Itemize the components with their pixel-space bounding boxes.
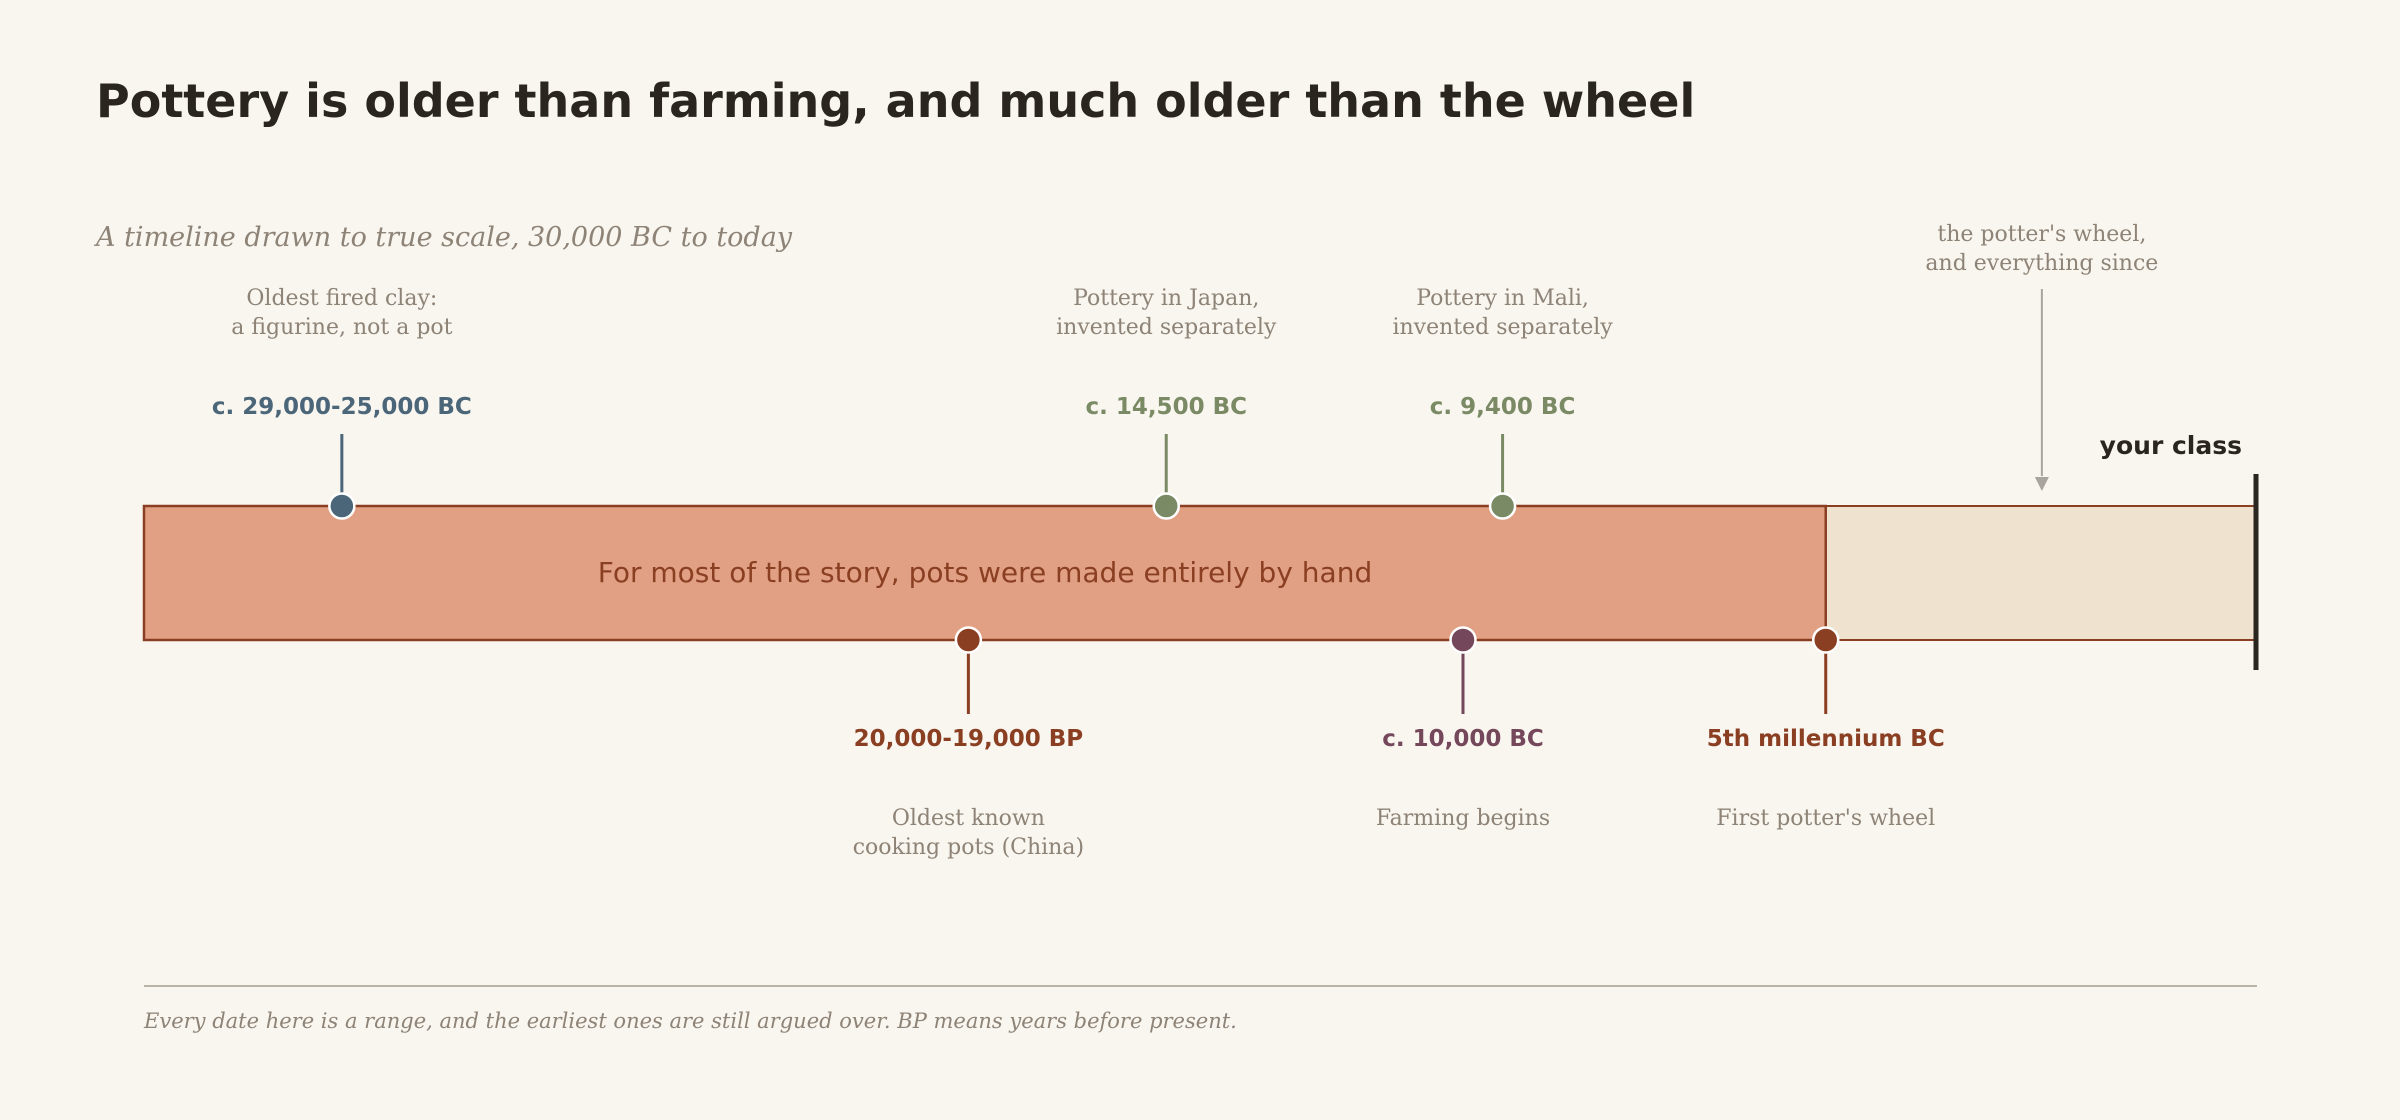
- event-description-line: Oldest fired clay:: [246, 286, 437, 311]
- event-description-line: Farming begins: [1376, 806, 1550, 831]
- handmade-era-band: [142, 504, 1827, 642]
- event-description-line: cooking pots (China): [853, 835, 1084, 860]
- event-date: c. 9,400 BC: [1430, 394, 1576, 420]
- timeline-event-china: 20,000-19,000 BP Oldest known cooking pots…: [853, 626, 1084, 860]
- timeline-event-mali: c. 9,400 BC Pottery in Mali, invented sepa…: [1392, 286, 1613, 520]
- present-day-label: your class: [2100, 431, 2242, 460]
- wheel-callout-line: and everything since: [1925, 251, 2158, 276]
- timeline-event-figurine: c. 29,000-25,000 BC Oldest fired clay: a f…: [212, 286, 472, 520]
- wheel-era-callout: the potter's wheel, and everything since: [1925, 222, 2158, 276]
- footnote: Every date here is a range, and the earl…: [144, 1009, 1237, 1033]
- event-date: 5th millennium BC: [1707, 726, 1945, 752]
- event-description-line: invented separately: [1056, 315, 1277, 340]
- event-description-line: First potter's wheel: [1716, 806, 1935, 831]
- event-description: First potter's wheel: [1716, 806, 1935, 831]
- event-marker: [1152, 492, 1180, 520]
- event-description: Farming begins: [1376, 806, 1550, 831]
- event-marker: [1811, 626, 1840, 654]
- event-description: Oldest fired clay: a figurine, not a pot: [231, 286, 452, 340]
- timeline-events: c. 29,000-25,000 BC Oldest fired clay: a f…: [212, 286, 1945, 860]
- event-description-line: a figurine, not a pot: [231, 315, 452, 340]
- timeline-event-farming: c. 10,000 BC Farming begins: [1376, 626, 1550, 831]
- timeline-event-japan: c. 14,500 BC Pottery in Japan, invented se…: [1056, 286, 1277, 520]
- handmade-era-label: For most of the story, pots were made en…: [598, 556, 1372, 589]
- wheel-era-callout-arrowhead: [2034, 477, 2049, 491]
- event-description-line: Pottery in Japan,: [1073, 286, 1259, 311]
- event-date: c. 14,500 BC: [1085, 394, 1247, 420]
- event-description-line: Oldest known: [892, 806, 1045, 831]
- event-description-line: invented separately: [1392, 315, 1613, 340]
- event-marker: [954, 626, 983, 654]
- wheel-callout-line: the potter's wheel,: [1937, 222, 2146, 247]
- page-subtitle: A timeline drawn to true scale, 30,000 B…: [96, 222, 793, 253]
- footer-divider: [144, 985, 2257, 987]
- timeline-event-wheel: 5th millennium BC First potter's wheel: [1707, 626, 1945, 831]
- event-date: 20,000-19,000 BP: [854, 726, 1083, 752]
- event-marker: [1488, 492, 1517, 520]
- event-marker: [1449, 626, 1477, 654]
- event-date: c. 10,000 BC: [1382, 726, 1544, 752]
- event-description: Oldest known cooking pots (China): [853, 806, 1084, 860]
- event-date: c. 29,000-25,000 BC: [212, 394, 472, 420]
- event-marker: [328, 492, 356, 520]
- wheel-era-band: [1825, 506, 2256, 640]
- event-description: Pottery in Mali, invented separately: [1392, 286, 1613, 340]
- event-description-line: Pottery in Mali,: [1416, 286, 1589, 311]
- event-description: Pottery in Japan, invented separately: [1056, 286, 1277, 340]
- page-title: Pottery is older than farming, and much …: [96, 74, 1696, 128]
